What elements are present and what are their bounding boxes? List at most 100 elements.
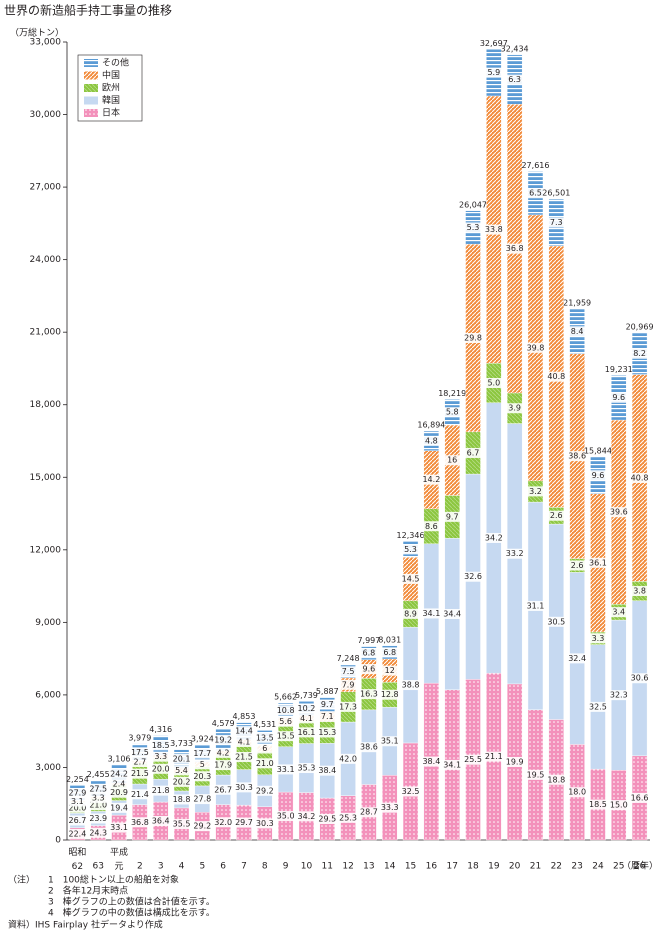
segment-label-bg <box>298 703 315 714</box>
segment-label-group: 3.2 <box>527 486 544 497</box>
total-label: 5,662 <box>274 693 297 702</box>
segment-label: 21.5 <box>131 769 149 778</box>
segment-label-bg <box>402 573 419 584</box>
segment-label-bg <box>589 470 606 481</box>
segment-label-bg <box>527 600 544 611</box>
segment-label: 29.7 <box>235 818 253 827</box>
segment-label-bg <box>423 521 440 532</box>
segment-label-bg <box>631 792 648 803</box>
segment-label-bg <box>485 224 502 235</box>
segment-label: 32.6 <box>464 572 482 581</box>
segment-label-group: 24.2 <box>110 768 128 779</box>
x-tick-label: 6 <box>220 862 226 872</box>
segment-label-group: 18.5 <box>589 799 607 810</box>
segment-label-group: 4.1 <box>298 713 315 724</box>
segment-label-bg <box>548 371 565 382</box>
x-tick-label: 63 <box>93 862 104 872</box>
segment-label: 6.8 <box>383 648 396 657</box>
segment-label-group: 9.7 <box>444 511 461 522</box>
segment-label-bg <box>152 785 169 796</box>
segment-label: 34.1 <box>443 760 461 769</box>
segment-label-bg <box>173 753 190 764</box>
segment-label-group: 14.4 <box>235 726 253 737</box>
segment-label-bg <box>256 785 273 796</box>
segment-label: 18.5 <box>152 741 170 750</box>
segment-label-group: 35.1 <box>381 736 399 747</box>
y-tick-label: 9,000 <box>35 618 61 628</box>
segment-label-bg <box>569 787 586 798</box>
segment-label-bg <box>111 822 128 833</box>
segment-label: 5.9 <box>487 68 500 77</box>
segment-label-group: 34.1 <box>443 759 461 770</box>
segment-label-bg <box>277 764 294 775</box>
segment-label: 16.1 <box>298 728 316 737</box>
x-tick-label: 21 <box>530 862 541 872</box>
x-tick-label: 13 <box>363 862 374 872</box>
segment-label-group: 14.2 <box>422 474 440 485</box>
segment-label: 36.8 <box>506 244 524 253</box>
segment-label: 40.8 <box>631 473 649 482</box>
segment-label-group: 7.3 <box>548 217 565 228</box>
segment-label: 8.6 <box>425 522 438 531</box>
total-label: 26,501 <box>542 189 570 198</box>
segment-label-bg <box>194 794 211 805</box>
segment-label-group: 3.8 <box>631 586 648 597</box>
segment-label-bg <box>381 665 398 676</box>
segment-label: 9.6 <box>592 471 605 480</box>
y-tick-label: 15,000 <box>30 473 62 483</box>
segment-label-bg <box>90 813 107 824</box>
segment-label: 9.6 <box>612 393 625 402</box>
segment-label: 17.9 <box>214 761 232 770</box>
segment-label: 28.7 <box>360 808 378 817</box>
segment-label-bg <box>298 763 315 774</box>
segment-label-group: 36.1 <box>589 557 607 568</box>
segment-label: 17.7 <box>193 749 211 758</box>
segment-label: 29.5 <box>318 815 336 824</box>
segment-label: 21.1 <box>485 752 503 761</box>
segment-label-group: 29.8 <box>464 332 482 343</box>
total-label: 19,231 <box>605 365 633 374</box>
legend-label: 中国 <box>102 69 120 81</box>
segment-label-group: 4.2 <box>215 747 232 758</box>
segment-label-group: 17.7 <box>193 748 211 759</box>
x-tick-label: 16 <box>426 862 438 872</box>
segment-label-group: 38.8 <box>402 680 419 691</box>
legend-swatch <box>84 96 98 105</box>
segment-label: 38.6 <box>360 743 378 752</box>
segment-label: 2.7 <box>134 758 147 767</box>
segment-label-bg <box>152 751 169 762</box>
segment-label-group: 18.8 <box>547 774 565 785</box>
segment-label: 18.0 <box>568 788 586 797</box>
segment-label-group: 36.8 <box>506 243 524 254</box>
segment-label: 5.0 <box>487 378 500 387</box>
segment-label: 34.2 <box>485 533 503 542</box>
note: 3 棒グラフの上の数値は合計値を示す。 <box>48 896 215 908</box>
segment-label-bg <box>402 608 419 619</box>
segment-label-bg <box>90 783 107 794</box>
segment-label-bg <box>152 740 169 751</box>
segment-label-group: 8.6 <box>423 521 440 532</box>
segment-label: 30.3 <box>235 783 253 792</box>
segment-label: 36.1 <box>589 558 607 567</box>
segment-label: 12.8 <box>381 690 399 699</box>
y-tick-label: 12,000 <box>30 545 62 555</box>
segment-label-bg <box>527 486 544 497</box>
segment-label: 32.5 <box>589 702 607 711</box>
segment-label-group: 17.5 <box>131 747 149 758</box>
segment-label: 5.3 <box>467 223 480 232</box>
segment-label-group: 12 <box>381 665 398 676</box>
segment-label: 2.6 <box>571 561 584 570</box>
segment-label-group: 35.0 <box>277 811 295 822</box>
segment-label: 8.9 <box>404 609 417 618</box>
segment-label-group: 3.9 <box>506 403 523 414</box>
segment-label-bg <box>194 748 211 759</box>
segment-label-bg <box>423 756 440 767</box>
segment-label-group: 36.8 <box>131 817 149 828</box>
segment-label-group: 34.2 <box>485 532 503 543</box>
segment-label-group: 39.8 <box>527 342 544 353</box>
x-tick-label: 22 <box>551 862 562 872</box>
segment-label-bg <box>381 689 398 700</box>
segment-label-group: 34.2 <box>298 811 315 822</box>
segment-label-bg <box>589 633 606 644</box>
segment-label-bg <box>548 774 565 785</box>
